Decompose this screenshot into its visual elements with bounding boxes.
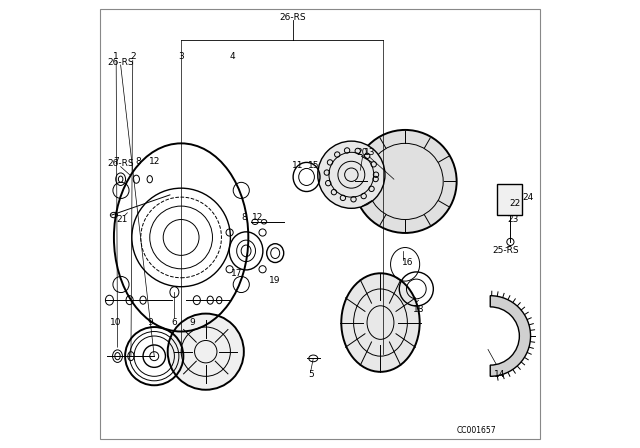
Text: 25-RS: 25-RS bbox=[493, 246, 519, 255]
Circle shape bbox=[168, 314, 244, 390]
Text: 23: 23 bbox=[507, 215, 518, 224]
Text: 26-RS: 26-RS bbox=[108, 159, 134, 168]
Text: 13: 13 bbox=[364, 148, 375, 157]
Circle shape bbox=[317, 141, 385, 208]
Text: 6: 6 bbox=[172, 318, 177, 327]
Text: 2: 2 bbox=[130, 52, 136, 60]
Text: 26-RS: 26-RS bbox=[108, 58, 134, 67]
Text: 15: 15 bbox=[308, 161, 319, 170]
Text: 3: 3 bbox=[179, 52, 184, 60]
Text: 21: 21 bbox=[116, 215, 127, 224]
Text: 22: 22 bbox=[509, 199, 520, 208]
Bar bbox=[497, 184, 522, 215]
Text: 12: 12 bbox=[252, 213, 263, 222]
Text: 4: 4 bbox=[230, 52, 236, 60]
Text: 8: 8 bbox=[136, 157, 141, 166]
Text: 7: 7 bbox=[113, 157, 119, 166]
Text: 11: 11 bbox=[292, 161, 303, 170]
Text: 5: 5 bbox=[308, 370, 314, 379]
Text: 10: 10 bbox=[111, 318, 122, 327]
Text: 20: 20 bbox=[356, 148, 367, 157]
Text: 18: 18 bbox=[413, 305, 424, 314]
Text: 9: 9 bbox=[189, 318, 195, 327]
Text: 19: 19 bbox=[269, 276, 281, 284]
Text: 14: 14 bbox=[493, 370, 505, 379]
Text: 1: 1 bbox=[113, 52, 119, 60]
Text: CC001657: CC001657 bbox=[457, 426, 497, 435]
Text: 9: 9 bbox=[147, 318, 152, 327]
Ellipse shape bbox=[341, 273, 420, 372]
Wedge shape bbox=[490, 296, 531, 376]
Text: 17: 17 bbox=[232, 269, 243, 278]
Text: 16: 16 bbox=[402, 258, 413, 267]
Circle shape bbox=[354, 130, 457, 233]
Text: 12: 12 bbox=[148, 157, 160, 166]
Text: 24: 24 bbox=[523, 193, 534, 202]
Text: 8: 8 bbox=[241, 213, 246, 222]
Text: 26-RS: 26-RS bbox=[280, 13, 307, 22]
